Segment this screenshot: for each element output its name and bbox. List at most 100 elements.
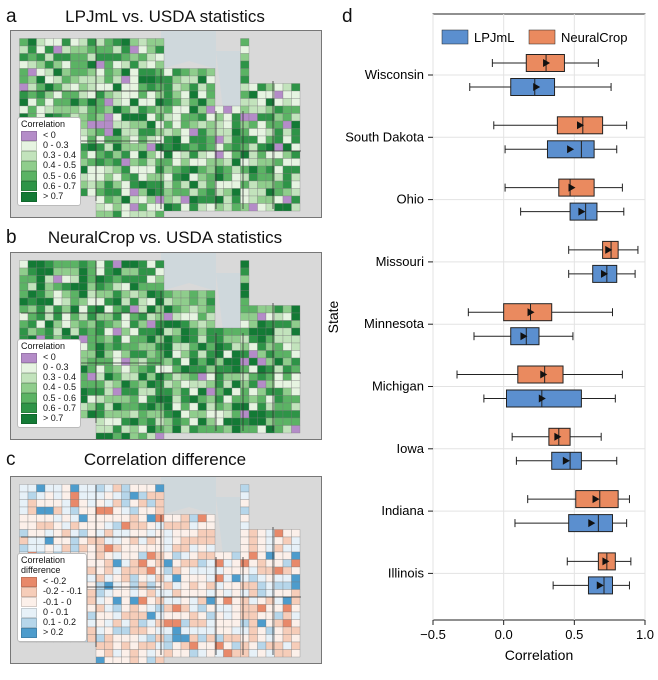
county-cell bbox=[70, 327, 80, 336]
county-cell bbox=[70, 484, 80, 493]
county-cell bbox=[291, 611, 301, 620]
county-cell bbox=[163, 566, 173, 575]
county-cell bbox=[121, 491, 131, 500]
county-cell bbox=[146, 188, 156, 197]
county-cell bbox=[172, 342, 182, 351]
legend-label: 0.5 - 0.6 bbox=[43, 170, 77, 181]
county-cell bbox=[197, 634, 207, 643]
county-cell bbox=[87, 105, 97, 114]
county-cell bbox=[163, 105, 173, 114]
county-cell bbox=[44, 275, 54, 284]
county-cell bbox=[95, 312, 105, 321]
county-cell bbox=[129, 113, 139, 122]
county-cell bbox=[180, 641, 190, 650]
neuralcrop-mean-marker bbox=[527, 308, 535, 317]
county-cell bbox=[61, 506, 71, 515]
county-cell bbox=[112, 188, 122, 197]
county-cell bbox=[248, 195, 258, 204]
legend-title: Correlation bbox=[21, 555, 66, 565]
county-cell bbox=[155, 641, 165, 650]
county-cell bbox=[112, 656, 122, 663]
county-cell bbox=[240, 312, 250, 321]
county-cell bbox=[138, 417, 148, 426]
legend-label: < -0.2 bbox=[43, 576, 67, 587]
county-cell bbox=[146, 425, 156, 434]
county-cell bbox=[61, 260, 71, 269]
county-cell bbox=[27, 45, 37, 54]
county-cell bbox=[129, 165, 139, 174]
y-tick-label: Iowa bbox=[397, 441, 425, 456]
county-cell bbox=[61, 312, 71, 321]
county-cell bbox=[206, 544, 216, 553]
county-cell bbox=[112, 387, 122, 396]
county-cell bbox=[274, 357, 284, 366]
county-cell bbox=[197, 342, 207, 351]
county-cell bbox=[121, 387, 131, 396]
county-cell bbox=[121, 45, 131, 54]
county-cell bbox=[121, 559, 131, 568]
county-cell bbox=[206, 327, 216, 336]
county-cell bbox=[53, 98, 63, 107]
legend-swatch bbox=[21, 130, 37, 141]
county-cell bbox=[129, 335, 139, 344]
county-cell bbox=[78, 529, 88, 538]
county-cell bbox=[146, 566, 156, 575]
neuralcrop-mean-marker bbox=[540, 370, 548, 379]
panel-letter-a: a bbox=[6, 6, 17, 27]
county-cell bbox=[27, 60, 37, 69]
county-cell bbox=[274, 128, 284, 137]
county-cell bbox=[129, 158, 139, 167]
county-cell bbox=[112, 365, 122, 374]
county-cell bbox=[104, 75, 114, 84]
county-cell bbox=[291, 380, 301, 389]
county-cell bbox=[248, 551, 258, 560]
county-cell bbox=[291, 98, 301, 107]
county-cell bbox=[155, 105, 165, 114]
county-cell bbox=[206, 649, 216, 658]
county-cell bbox=[95, 305, 105, 314]
county-cell bbox=[129, 581, 139, 590]
county-cell bbox=[112, 267, 122, 276]
county-cell bbox=[121, 536, 131, 545]
county-cell bbox=[223, 380, 233, 389]
county-cell bbox=[197, 327, 207, 336]
county-cell bbox=[240, 514, 250, 523]
county-cell bbox=[223, 335, 233, 344]
county-cell bbox=[257, 566, 267, 575]
county-cell bbox=[44, 521, 54, 530]
county-cell bbox=[19, 98, 29, 107]
county-cell bbox=[172, 596, 182, 605]
county-cell bbox=[138, 387, 148, 396]
county-cell bbox=[95, 203, 105, 212]
county-cell bbox=[78, 536, 88, 545]
county-cell bbox=[197, 581, 207, 590]
county-cell bbox=[129, 611, 139, 620]
county-cell bbox=[129, 45, 139, 54]
county-cell bbox=[138, 566, 148, 575]
county-cell bbox=[61, 529, 71, 538]
county-cell bbox=[61, 544, 71, 553]
county-cell bbox=[274, 559, 284, 568]
county-cell bbox=[206, 83, 216, 92]
county-cell bbox=[87, 188, 97, 197]
county-cell bbox=[27, 529, 37, 538]
county-cell bbox=[189, 619, 199, 628]
county-cell bbox=[274, 135, 284, 144]
county-cell bbox=[180, 626, 190, 635]
lake-shape bbox=[216, 51, 243, 111]
county-cell bbox=[112, 395, 122, 404]
county-cell bbox=[206, 372, 216, 381]
county-cell bbox=[197, 611, 207, 620]
county-cell bbox=[129, 297, 139, 306]
county-cell bbox=[197, 574, 207, 583]
county-cell bbox=[61, 290, 71, 299]
county-cell bbox=[95, 135, 105, 144]
county-cell bbox=[78, 297, 88, 306]
county-cell bbox=[248, 128, 258, 137]
county-cell bbox=[206, 305, 216, 314]
county-cell bbox=[197, 75, 207, 84]
county-cell bbox=[274, 649, 284, 658]
county-cell bbox=[155, 574, 165, 583]
county-cell bbox=[291, 589, 301, 598]
county-cell bbox=[53, 60, 63, 69]
